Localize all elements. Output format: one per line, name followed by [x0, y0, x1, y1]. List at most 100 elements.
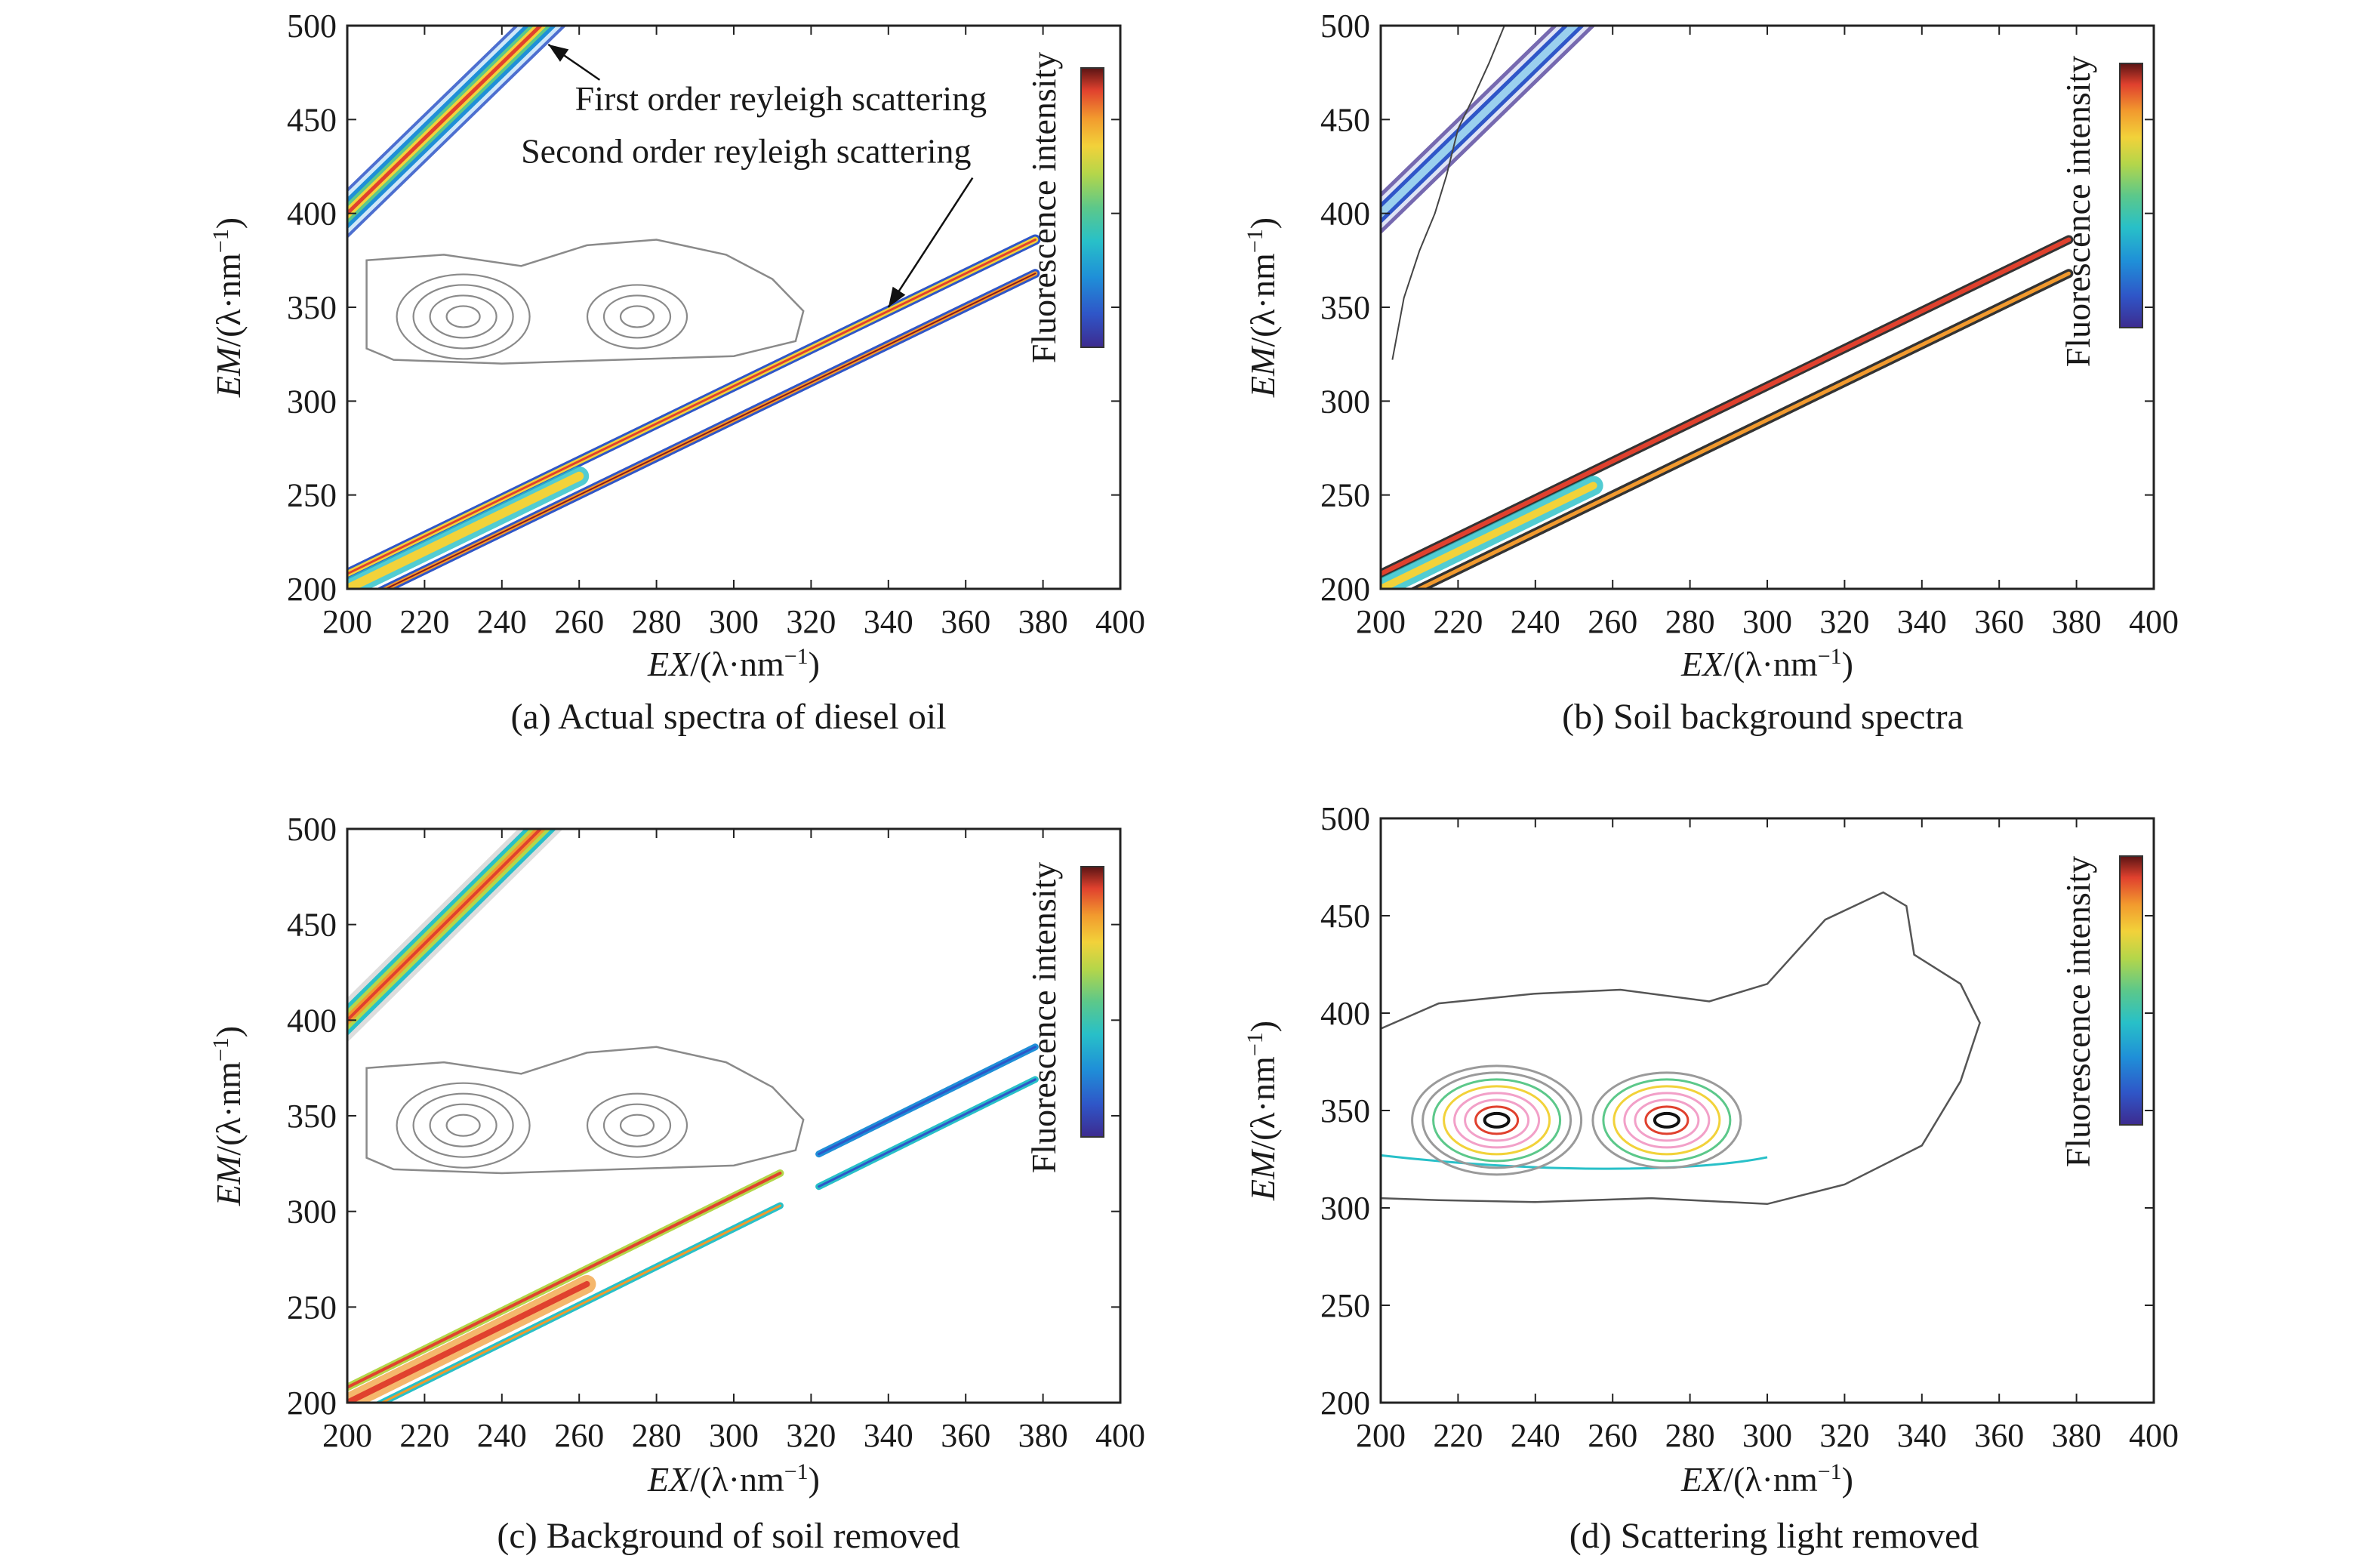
caption-b: (b) Soil background spectra	[1562, 697, 1964, 737]
peak-1-contour	[429, 1103, 497, 1148]
first-order-rayleigh-band	[347, 26, 544, 217]
second-order-rayleigh-band	[1381, 237, 2072, 577]
x-tick-label: 240	[1511, 1417, 1560, 1454]
panel-b: 200 220 240 260 280 300 320 340 360 380 400 200 250…	[1243, 8, 2179, 737]
peak-2-contour	[602, 1103, 672, 1148]
peak-2-contour	[1591, 1071, 1742, 1169]
peak-1-contour	[445, 305, 481, 328]
y-tick-label: 500	[287, 811, 337, 848]
x-axis-title-d: EX/(λ·nm−1)	[1680, 1459, 1853, 1499]
caption-d: (d) Scattering light removed	[1569, 1516, 1979, 1556]
y-tick-label: 400	[287, 196, 337, 233]
y-tick-label: 350	[287, 1098, 337, 1135]
annotation-label: Second order reyleigh scattering	[521, 132, 972, 171]
y-tick-label: 350	[287, 289, 337, 326]
x-tick-label: 300	[709, 603, 759, 640]
x-ticks-a: 200 220 240 260 280 300 320 340 360 380 400	[322, 26, 1145, 640]
second-order-rayleigh-core	[1381, 482, 1597, 589]
plot-area-a	[347, 26, 1041, 589]
outer-contour	[1381, 891, 1981, 1206]
second-order-rayleigh-band	[379, 1204, 781, 1403]
y-axis-title-c: EM/(λ·nm−1)	[208, 1026, 248, 1206]
y-tick-label: 300	[287, 1194, 337, 1231]
colorbar-label-d: Fluorescence intensity	[2059, 856, 2097, 1168]
y-tick-label: 450	[1320, 101, 1370, 138]
second-order-rayleigh-core	[347, 471, 584, 589]
x-tick-label: 280	[632, 1417, 682, 1454]
y-tick-label: 500	[1320, 800, 1370, 837]
y-tick-label: 300	[287, 383, 337, 420]
x-ticks-c: 200 220 240 260 280 300 320 340 360 380 400	[322, 829, 1145, 1454]
peak-1-contour	[1411, 1064, 1583, 1176]
x-tick-label: 380	[1018, 603, 1068, 640]
second-order-rayleigh-band	[1415, 271, 2071, 589]
x-tick-label: 260	[554, 1417, 604, 1454]
annotation-arrowhead	[548, 44, 569, 62]
y-tick-label: 200	[287, 1385, 337, 1422]
x-tick-label: 320	[1819, 1417, 1869, 1454]
peak-1-contour	[1474, 1105, 1520, 1135]
peak-2-contour	[1634, 1098, 1700, 1142]
x-tick-label: 340	[1897, 603, 1947, 640]
plot-area-d	[1381, 891, 1981, 1206]
x-tick-label: 300	[1742, 1417, 1792, 1454]
peak-1-contour	[412, 1092, 514, 1158]
x-tick-label: 360	[941, 603, 990, 640]
x-tick-label: 320	[786, 1417, 836, 1454]
x-axis-title-a: EX/(λ·nm−1)	[647, 644, 820, 684]
x-tick-label: 200	[1356, 1417, 1406, 1454]
peak-2-contour	[586, 1092, 688, 1158]
second-order-rayleigh-band	[818, 1046, 1037, 1156]
second-order-rayleigh-band	[347, 238, 1037, 575]
x-tick-label: 200	[1356, 603, 1406, 640]
x-tick-label: 220	[399, 603, 449, 640]
peak-2-contour	[586, 284, 688, 350]
annotation-label: First order reyleigh scattering	[575, 79, 987, 118]
y-tick-label: 400	[1320, 196, 1370, 233]
peak-1-contour	[1432, 1078, 1562, 1163]
plot-area-b	[1381, 26, 2074, 589]
second-order-rayleigh-band	[383, 273, 1037, 589]
peak-2-contour	[619, 305, 655, 328]
x-tick-label: 400	[2129, 603, 2179, 640]
y-tick-label: 450	[287, 907, 337, 944]
y-tick-label: 300	[1320, 1190, 1370, 1227]
x-tick-label: 320	[786, 603, 836, 640]
colorbar-label-c: Fluorescence intensity	[1024, 862, 1063, 1174]
colorbar-label-a: Fluorescence intensity	[1024, 52, 1063, 364]
x-tick-label: 400	[1095, 1417, 1145, 1454]
first-order-rayleigh-band	[347, 829, 543, 1023]
y-tick-label: 200	[1320, 1385, 1370, 1422]
panel-a: 200 220 240 260 280 300 320 340 360 380 400 200 250…	[208, 8, 1146, 737]
second-order-rayleigh-core	[347, 1280, 590, 1403]
x-tick-label: 380	[1018, 1417, 1068, 1454]
x-tick-label: 220	[399, 1417, 449, 1454]
x-tick-label: 220	[1433, 1417, 1483, 1454]
y-axis-title-d: EM/(λ·nm−1)	[1243, 1021, 1283, 1201]
peak-2-contour	[1602, 1078, 1732, 1163]
peak-2-contour	[1644, 1105, 1690, 1135]
x-tick-label: 340	[864, 1417, 913, 1454]
y-tick-label: 400	[287, 1002, 337, 1039]
y-ticks-b: 200 250 300 350 400 450 500	[1320, 8, 2154, 608]
x-tick-label: 360	[1974, 1417, 2024, 1454]
peak-1-contour	[396, 273, 531, 360]
plot-area-c	[347, 829, 1039, 1403]
y-ticks-a: 200 250 300 350 400 450 500	[287, 8, 1120, 608]
x-tick-label: 240	[1511, 603, 1560, 640]
y-tick-label: 450	[287, 101, 337, 138]
second-order-rayleigh-band	[347, 1172, 782, 1389]
y-tick-label: 250	[287, 477, 337, 514]
panel-d: 200 220 240 260 280 300 320 340 360 380 400 200 250…	[1243, 800, 2179, 1556]
x-tick-label: 280	[1665, 1417, 1715, 1454]
x-tick-label: 300	[1742, 603, 1792, 640]
x-tick-label: 380	[2052, 1417, 2102, 1454]
y-tick-label: 250	[1320, 1287, 1370, 1324]
x-ticks-d: 200 220 240 260 280 300 320 340 360 380 400	[1356, 818, 2179, 1454]
y-axis-title-b: EM/(λ·nm−1)	[1243, 217, 1283, 398]
y-tick-label: 250	[287, 1289, 337, 1326]
x-tick-label: 280	[632, 603, 682, 640]
peak-1-contour	[429, 294, 497, 339]
peak-1-contour	[445, 1114, 481, 1137]
first-order-rayleigh-band	[1381, 26, 1580, 219]
